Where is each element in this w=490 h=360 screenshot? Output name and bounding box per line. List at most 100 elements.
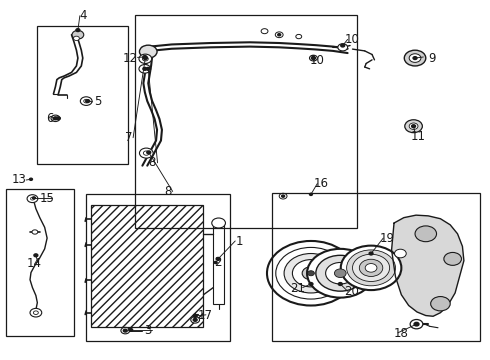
Circle shape [30, 309, 42, 317]
Circle shape [341, 246, 401, 290]
Circle shape [191, 317, 199, 323]
Text: 21: 21 [290, 282, 305, 295]
Circle shape [296, 35, 302, 39]
Circle shape [140, 148, 153, 158]
Circle shape [369, 252, 373, 255]
Circle shape [144, 151, 149, 155]
Circle shape [143, 55, 147, 58]
Circle shape [413, 57, 417, 59]
Text: 3: 3 [145, 324, 152, 337]
Circle shape [276, 247, 346, 299]
Circle shape [121, 327, 130, 334]
Circle shape [143, 57, 148, 61]
Circle shape [56, 117, 60, 120]
Bar [5, 189, 74, 336]
Circle shape [216, 257, 220, 260]
Circle shape [279, 193, 287, 199]
Circle shape [282, 195, 285, 197]
Circle shape [414, 322, 419, 326]
Text: 12: 12 [122, 51, 138, 64]
Circle shape [338, 283, 342, 285]
Circle shape [34, 254, 38, 257]
Circle shape [129, 328, 133, 331]
Circle shape [214, 261, 217, 264]
Circle shape [139, 54, 152, 63]
Bar [86, 194, 230, 341]
Circle shape [444, 252, 462, 265]
Bar [37, 26, 128, 164]
Text: 11: 11 [411, 130, 426, 143]
Circle shape [307, 249, 373, 298]
Circle shape [84, 99, 89, 103]
Text: 17: 17 [197, 309, 213, 322]
Circle shape [412, 125, 416, 128]
Circle shape [33, 311, 38, 315]
Text: 2: 2 [215, 256, 222, 269]
Circle shape [308, 271, 315, 276]
Circle shape [139, 64, 151, 73]
Text: 8: 8 [148, 156, 156, 169]
Circle shape [261, 29, 268, 34]
Text: 8: 8 [164, 185, 171, 198]
Circle shape [334, 269, 346, 278]
Text: 16: 16 [313, 177, 328, 190]
Text: 5: 5 [94, 95, 101, 108]
Circle shape [410, 319, 423, 329]
Circle shape [140, 45, 157, 58]
Circle shape [275, 32, 283, 38]
Circle shape [404, 50, 426, 66]
Circle shape [359, 259, 383, 276]
Text: 15: 15 [40, 192, 54, 205]
Circle shape [409, 54, 421, 62]
Circle shape [284, 253, 338, 293]
Circle shape [302, 267, 320, 280]
Circle shape [278, 34, 281, 36]
Circle shape [144, 57, 147, 59]
Circle shape [341, 44, 344, 47]
Circle shape [326, 262, 355, 284]
Circle shape [80, 97, 92, 105]
Circle shape [409, 123, 418, 130]
Text: 13: 13 [12, 173, 26, 186]
Circle shape [53, 117, 57, 120]
Text: 10: 10 [310, 54, 325, 67]
Circle shape [293, 260, 330, 287]
Circle shape [394, 249, 406, 258]
Bar [135, 15, 357, 228]
Circle shape [267, 241, 355, 306]
Text: 4: 4 [79, 9, 87, 22]
Circle shape [123, 329, 127, 332]
Circle shape [32, 230, 38, 234]
Text: 7: 7 [125, 131, 132, 144]
Circle shape [405, 120, 422, 133]
Circle shape [27, 195, 38, 203]
Text: 14: 14 [26, 257, 42, 270]
Bar [91, 205, 203, 327]
Circle shape [431, 297, 450, 311]
Circle shape [310, 193, 313, 195]
Text: 18: 18 [394, 327, 409, 340]
Circle shape [74, 36, 79, 41]
Circle shape [30, 197, 34, 200]
Text: 1: 1 [235, 235, 243, 248]
Circle shape [193, 319, 197, 321]
Circle shape [365, 264, 377, 272]
Text: 20: 20 [344, 285, 359, 298]
Polygon shape [392, 215, 464, 316]
Circle shape [338, 44, 347, 51]
Circle shape [193, 315, 197, 318]
Circle shape [143, 67, 147, 70]
Bar [272, 193, 480, 341]
Circle shape [147, 67, 150, 70]
Circle shape [147, 151, 151, 154]
Bar [213, 223, 224, 304]
Circle shape [51, 115, 60, 122]
Circle shape [32, 197, 35, 199]
Circle shape [346, 250, 395, 286]
Circle shape [352, 254, 390, 282]
Circle shape [312, 57, 315, 59]
Text: 10: 10 [345, 33, 360, 46]
Circle shape [415, 226, 437, 242]
Text: 6: 6 [46, 112, 53, 125]
Circle shape [76, 29, 80, 32]
